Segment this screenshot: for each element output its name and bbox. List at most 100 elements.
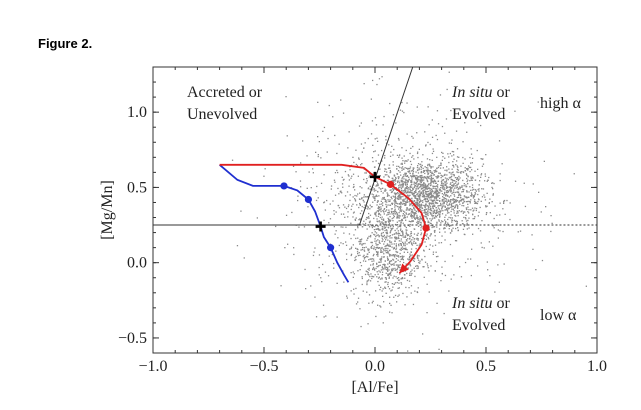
star-point [316,185,318,188]
star-point [454,214,456,217]
star-point [380,251,382,253]
star-point [467,206,469,208]
star-point [472,214,474,216]
star-point [370,98,372,100]
star-point [366,280,368,282]
star-point [396,251,398,254]
star-point [381,247,383,249]
star-point [418,168,420,171]
star-point [422,154,424,156]
star-point [419,192,421,194]
star-point [470,148,472,150]
star-point [361,205,363,208]
star-point [456,165,458,167]
star-point [413,195,415,197]
star-point [381,228,383,230]
star-point [416,244,418,246]
star-point [400,181,402,183]
star-point [481,220,483,222]
star-point [410,235,412,237]
star-point [403,175,405,178]
star-point [432,177,434,180]
star-point [417,195,419,197]
star-point [409,236,411,238]
star-point [337,171,339,174]
star-point [419,193,421,196]
star-point [374,196,376,198]
star-point [459,177,461,179]
star-point [421,187,423,189]
star-point [341,183,344,185]
star-point [434,197,436,200]
star-point [438,219,440,221]
star-point [404,304,406,306]
star-point [444,194,447,196]
star-point [454,198,456,201]
star-point [392,202,394,204]
y-tick-label: 0.0 [127,255,147,272]
star-point [420,175,422,177]
star-point [429,207,432,209]
star-point [406,102,408,104]
star-point [391,213,393,215]
star-point [406,240,408,242]
star-point [381,221,383,223]
star-point [353,273,355,275]
star-point [440,177,442,179]
star-point [394,233,396,235]
star-point [435,198,438,200]
star-point [338,193,340,195]
star-point [394,197,397,199]
star-point [441,185,443,187]
star-point [407,191,409,194]
star-point [336,316,338,318]
star-point [433,182,435,184]
star-point [356,204,358,206]
star-point [352,276,354,278]
star-point [415,190,417,192]
star-point [381,225,383,228]
star-point [437,207,440,209]
star-point [444,260,446,263]
star-point [371,275,373,277]
star-point [433,204,435,206]
star-point [427,176,429,178]
star-point [347,205,349,208]
star-point [429,205,431,207]
star-point [400,193,402,195]
star-point [439,197,441,199]
star-point [469,180,471,182]
star-point [394,211,396,213]
star-point [436,199,438,201]
star-point [437,190,439,193]
star-point [405,233,407,235]
star-point [416,201,419,203]
star-point [364,273,367,276]
star-point [391,289,393,291]
star-point [345,226,347,228]
star-point [372,263,374,265]
star-point [412,137,414,139]
star-point [502,208,504,210]
star-point [392,254,394,256]
star-point [364,172,366,174]
star-point [417,156,419,159]
star-point [359,202,361,205]
star-point [342,179,344,181]
star-point [422,201,424,204]
star-point [445,118,448,120]
star-point [462,190,464,193]
star-point [376,263,378,265]
star-point [353,293,355,295]
star-point [413,192,415,194]
star-point [440,280,442,282]
star-point [397,195,400,197]
star-point [470,192,473,194]
star-point [387,199,389,201]
star-point [381,271,384,273]
star-point [413,175,416,178]
star-point [334,233,336,235]
star-point [461,186,463,188]
star-point [411,192,413,194]
star-point [435,190,437,192]
